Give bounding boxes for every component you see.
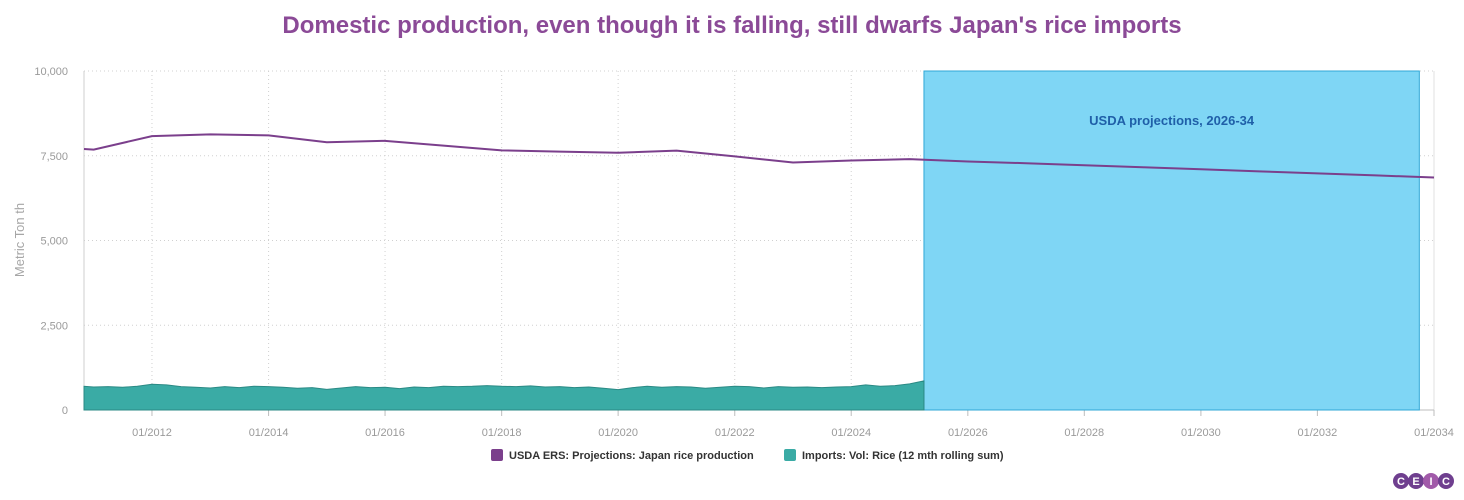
legend-item[interactable]: Imports: Vol: Rice (12 mth rolling sum) — [784, 449, 1004, 462]
x-tick-label: 01/2026 — [948, 427, 988, 439]
logo-letter: I — [1429, 476, 1432, 488]
imports-area-series — [83, 380, 925, 411]
y-tick-label: 2,500 — [40, 320, 68, 332]
x-tick-label: 01/2022 — [715, 427, 755, 439]
logo-circle — [1393, 473, 1409, 489]
projection-band-rect — [923, 70, 1420, 411]
logo-letter: E — [1412, 476, 1419, 488]
x-tick-label: 01/2034 — [1414, 427, 1454, 439]
production-line-series — [83, 133, 1435, 179]
projection-band-label: USDA projections, 2026-34 — [1089, 113, 1255, 128]
x-tick-label: 01/2032 — [1297, 427, 1337, 439]
x-tick-label: 01/2028 — [1064, 427, 1104, 439]
y-axis-label: Metric Ton th — [12, 203, 27, 277]
logo-letter: C — [1442, 476, 1450, 488]
projection-band — [923, 70, 1420, 411]
x-tick-label: 01/2018 — [482, 427, 522, 439]
x-tick-label: 01/2024 — [831, 427, 871, 439]
logo-circle — [1438, 473, 1454, 489]
y-tick-label: 0 — [62, 405, 68, 417]
x-tick-label: 01/2030 — [1181, 427, 1221, 439]
logo-circle — [1408, 473, 1424, 489]
x-tick-label: 01/2014 — [249, 427, 289, 439]
series — [83, 133, 1435, 411]
legend-label: USDA ERS: Projections: Japan rice produc… — [509, 450, 754, 462]
legend-item[interactable]: USDA ERS: Projections: Japan rice produc… — [491, 449, 754, 462]
x-tick-label: 01/2016 — [365, 427, 405, 439]
logo-circle — [1423, 473, 1439, 489]
chart-title: Domestic production, even though it is f… — [282, 12, 1182, 39]
annotation-labels: USDA projections, 2026-34 — [1089, 113, 1255, 128]
y-tick-label: 7,500 — [40, 151, 68, 163]
x-tick-label: 01/2012 — [132, 427, 172, 439]
logo-letter: C — [1397, 476, 1405, 488]
axes: 0 2,500 5,000 7,500 10,000 01/2012 01/2014 01/2… — [34, 66, 1454, 439]
y-tick-label: 10,000 — [34, 66, 68, 78]
legend-label: Imports: Vol: Rice (12 mth rolling sum) — [802, 450, 1004, 462]
x-tick-label: 01/2020 — [598, 427, 638, 439]
legend-swatch — [491, 449, 503, 461]
legend[interactable]: USDA ERS: Projections: Japan rice produc… — [491, 449, 1004, 462]
y-tick-label: 5,000 — [40, 236, 68, 248]
legend-swatch — [784, 449, 796, 461]
